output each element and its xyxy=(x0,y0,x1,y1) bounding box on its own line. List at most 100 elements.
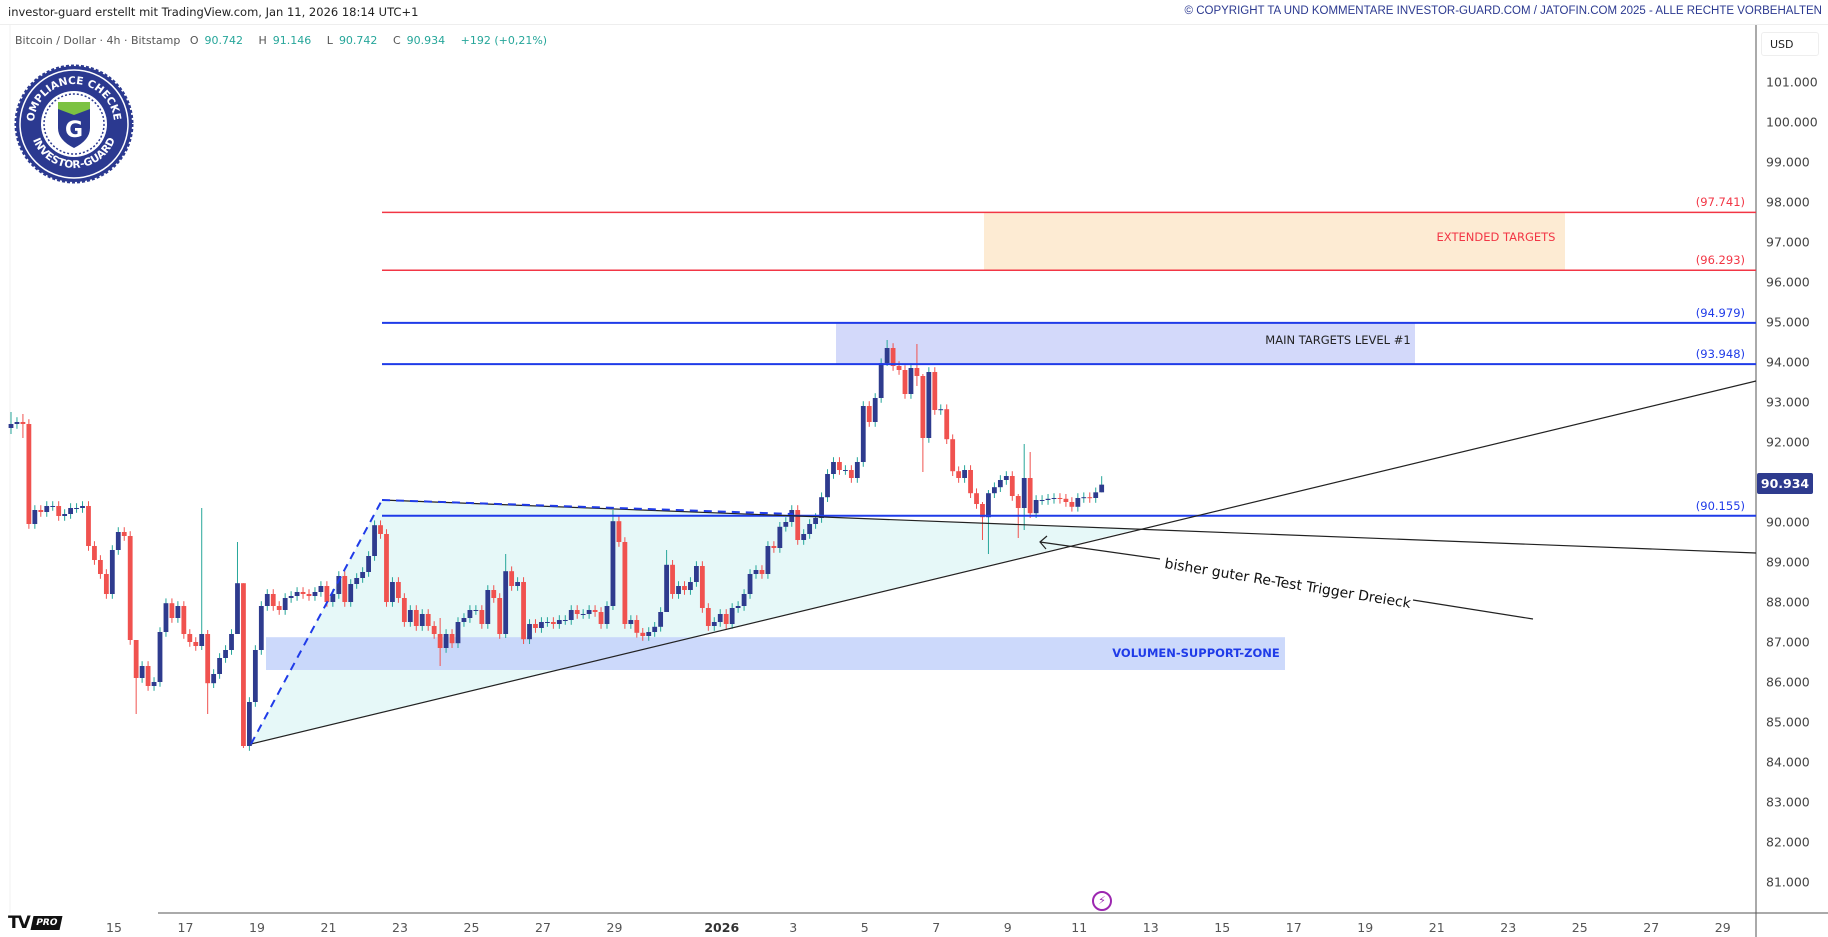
candle xyxy=(652,622,658,637)
candle xyxy=(461,613,467,627)
candle-body xyxy=(962,470,967,478)
candle-body xyxy=(944,409,950,440)
candle-body xyxy=(968,470,973,494)
candle-body xyxy=(74,508,79,509)
candle xyxy=(866,401,872,427)
candle xyxy=(1003,471,1009,485)
candle xyxy=(103,569,109,599)
candle-body xyxy=(980,504,985,518)
candle xyxy=(574,605,580,619)
candle xyxy=(610,510,616,610)
candle xyxy=(986,490,991,554)
candle-body xyxy=(759,570,765,574)
candle-body xyxy=(145,666,151,686)
price-tick-label: 87.000 xyxy=(1766,634,1810,650)
candle-body xyxy=(425,614,431,626)
candle xyxy=(777,522,783,553)
candle xyxy=(169,598,175,623)
candle-body xyxy=(175,606,181,618)
candle xyxy=(1033,495,1039,518)
candle xyxy=(980,502,985,540)
candle xyxy=(413,605,419,631)
candle-body xyxy=(860,406,866,462)
candle-body xyxy=(396,582,401,598)
candle-body xyxy=(372,525,377,556)
candle-body xyxy=(604,606,610,624)
candle xyxy=(1093,487,1099,503)
candle xyxy=(556,615,562,629)
candle-body xyxy=(711,622,717,626)
time-tick-label: 29 xyxy=(1714,920,1731,935)
candle-body xyxy=(735,606,741,608)
candle xyxy=(515,577,520,591)
price-tick-label: 93.000 xyxy=(1766,394,1810,410)
candle xyxy=(20,414,26,438)
candle-body xyxy=(98,560,103,574)
candle-body xyxy=(330,594,336,602)
candle xyxy=(354,573,360,589)
currency-selector[interactable]: USD xyxy=(1761,32,1819,56)
svg-text:G: G xyxy=(65,118,83,143)
candle xyxy=(527,619,532,644)
candle-body xyxy=(241,583,246,746)
candle-body xyxy=(866,406,872,422)
candle-body xyxy=(682,586,687,590)
close-label: C xyxy=(392,34,401,47)
price-tick-label: 99.000 xyxy=(1766,154,1810,170)
candle xyxy=(80,501,85,513)
candle xyxy=(854,457,860,483)
candle-body xyxy=(1015,496,1021,508)
lightning-icon[interactable]: ⚡ xyxy=(1092,891,1112,911)
price-tick-label: 86.000 xyxy=(1766,674,1810,690)
candle-body xyxy=(312,592,318,596)
candle-body xyxy=(217,658,222,674)
candle-body xyxy=(664,564,669,612)
candle-body xyxy=(139,666,145,678)
candle xyxy=(211,669,217,688)
candle xyxy=(747,569,753,599)
candle-body xyxy=(485,590,491,624)
price-tick-label: 89.000 xyxy=(1766,554,1810,570)
candle-body xyxy=(747,574,753,594)
price-tick-label: 101.000 xyxy=(1766,74,1818,90)
candle-body xyxy=(378,525,383,534)
candle-body xyxy=(741,594,747,606)
candle-body xyxy=(1057,498,1063,499)
candle-body xyxy=(831,462,836,474)
support-zone-label: VOLUMEN-SUPPORT-ZONE xyxy=(1112,646,1280,660)
change-value: +192 (+0,21%) xyxy=(460,34,548,47)
candle xyxy=(717,609,723,627)
candle xyxy=(115,527,121,555)
candle xyxy=(312,587,318,601)
candle xyxy=(425,609,431,631)
candle-body xyxy=(1039,500,1045,501)
candle-body xyxy=(717,614,723,622)
time-tick-label: 17 xyxy=(177,920,194,935)
candle xyxy=(121,527,127,541)
candle xyxy=(902,365,908,399)
tradingview-logo[interactable]: TV PRO xyxy=(8,913,63,933)
candle xyxy=(127,531,133,645)
candle xyxy=(705,603,711,631)
candle xyxy=(431,621,437,639)
time-tick-label: 27 xyxy=(1643,920,1660,935)
candle-body xyxy=(902,370,908,394)
candle-body xyxy=(68,508,73,514)
candle xyxy=(336,571,342,599)
candle xyxy=(950,434,956,476)
candle-body xyxy=(38,510,44,512)
candle-body xyxy=(622,542,628,624)
compliance-badge-logo: COMPLIANCE CHECKED INVESTOR-GUARD G xyxy=(12,62,134,184)
candle-body xyxy=(771,546,777,548)
candle xyxy=(205,630,211,714)
candle-body xyxy=(610,521,616,606)
candle xyxy=(86,501,91,551)
candle-body xyxy=(503,571,509,634)
price-tick-label: 95.000 xyxy=(1766,314,1810,330)
candle xyxy=(407,605,413,627)
candle-body xyxy=(14,422,20,424)
candle xyxy=(485,585,491,629)
candle xyxy=(997,475,1003,492)
candle xyxy=(890,343,896,371)
